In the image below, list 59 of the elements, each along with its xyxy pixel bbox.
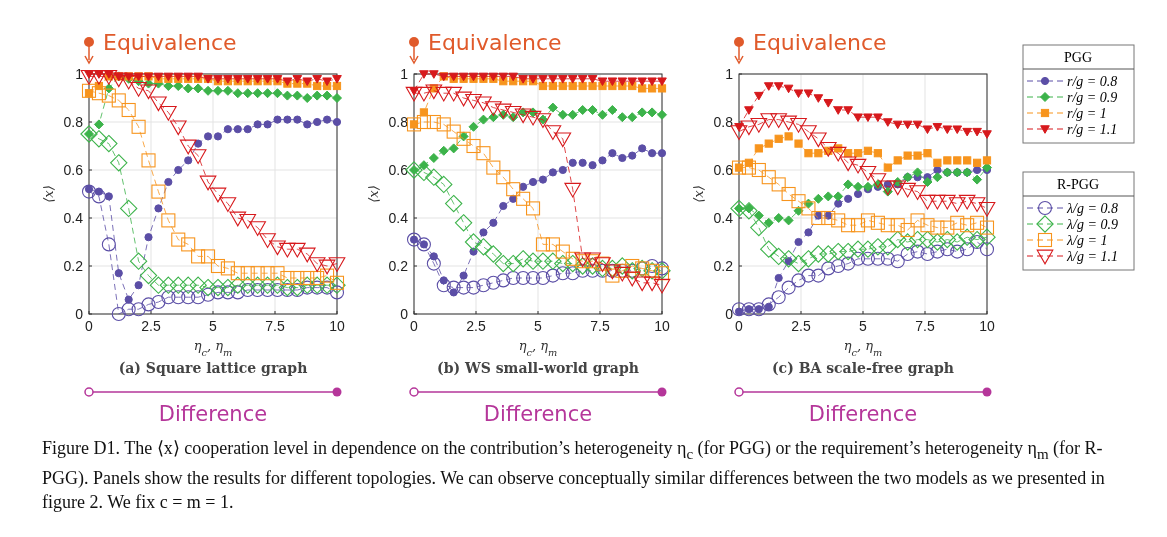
x-tick-label: 5 (534, 318, 543, 334)
text: Difference (483, 402, 593, 426)
x-axis-title: η$_{c}$, η$_{m}$ (518, 338, 558, 358)
y-tick-label: 0.6 (63, 162, 84, 178)
x-tick-label: 0 (410, 318, 419, 334)
x-tick-label: 5 (209, 318, 218, 334)
x-tick-label: 7.5 (265, 318, 285, 334)
x-tick-label: 10 (654, 318, 670, 334)
x-tick-label: 2.5 (791, 318, 811, 334)
legend-label: λ/g = 1 (1066, 233, 1108, 248)
legend-label: λ/g = 1.1 (1066, 249, 1118, 264)
y-tick-label: 1 (75, 66, 84, 82)
text: (b) WS small-world graph (437, 360, 639, 376)
legend-title: PGG (1063, 50, 1093, 65)
x-axis-title: η$_{c}$, η$_{m}$ (193, 338, 233, 358)
y-tick-label: 0 (75, 306, 84, 322)
x-tick-label: 7.5 (590, 318, 610, 334)
text: (c) BA scale-free graph (771, 360, 955, 376)
y-tick-label: 0.2 (388, 258, 409, 274)
y-tick-label: 0.4 (63, 210, 84, 226)
text: Difference (158, 402, 268, 426)
text: (a) Square lattice graph (118, 360, 308, 376)
legend-label: r/g = 0.8 (1067, 74, 1118, 89)
text: Equivalence (753, 30, 887, 55)
x-tick-label: 2.5 (141, 318, 161, 334)
text: Difference (808, 402, 918, 426)
text: R-PGG (1056, 177, 1100, 192)
text: Equivalence (428, 30, 562, 55)
x-tick-label: 10 (979, 318, 995, 334)
legend-label: r/g = 1 (1067, 106, 1107, 121)
x-tick-label: 2.5 (466, 318, 486, 334)
x-tick-label: 0 (735, 318, 744, 334)
x-axis-title: η$_{c}$, η$_{m}$ (843, 338, 883, 358)
y-tick-label: 0.6 (713, 162, 734, 178)
legend-label: r/g = 1.1 (1067, 122, 1118, 137)
y-tick-label: 1 (400, 66, 409, 82)
y-tick-label: 0 (400, 306, 409, 322)
legend-label: r/g = 0.9 (1067, 90, 1118, 105)
y-tick-label: 0.8 (388, 114, 409, 130)
text: Equivalence (103, 30, 237, 55)
caption: Figure D1. The ⟨x⟩ cooperation level in dependence on the contribution’s heterogeneity η$_{c}$ (for PGG) or the requirement’s heterogeneity η$_{m}$ (for R-PGG). Panels show the results for different topologies. We can observe conceptually similar differences between the two models as we presented in figure 2. We fix c = m = 1. (42, 437, 1106, 514)
x-tick-label: 7.5 (915, 318, 935, 334)
x-tick-label: 5 (859, 318, 868, 334)
y-tick-label: 0.8 (63, 114, 84, 130)
y-axis-title: ⟨x⟩ (366, 185, 381, 203)
legend-label: λ/g = 0.8 (1066, 201, 1118, 216)
y-tick-label: 1 (725, 66, 734, 82)
y-tick-label: 0.2 (63, 258, 84, 274)
y-tick-label: 0.6 (388, 162, 409, 178)
y-tick-label: 0.8 (713, 114, 734, 130)
y-tick-label: 0 (725, 306, 734, 322)
y-tick-label: 0.4 (388, 210, 409, 226)
x-tick-label: 0 (85, 318, 94, 334)
y-tick-label: 0.4 (713, 210, 734, 226)
y-axis-title: ⟨x⟩ (41, 185, 56, 203)
x-tick-label: 10 (329, 318, 345, 334)
y-tick-label: 0.2 (713, 258, 734, 274)
legend-label: λ/g = 0.9 (1066, 217, 1118, 232)
y-axis-title: ⟨x⟩ (691, 185, 706, 203)
